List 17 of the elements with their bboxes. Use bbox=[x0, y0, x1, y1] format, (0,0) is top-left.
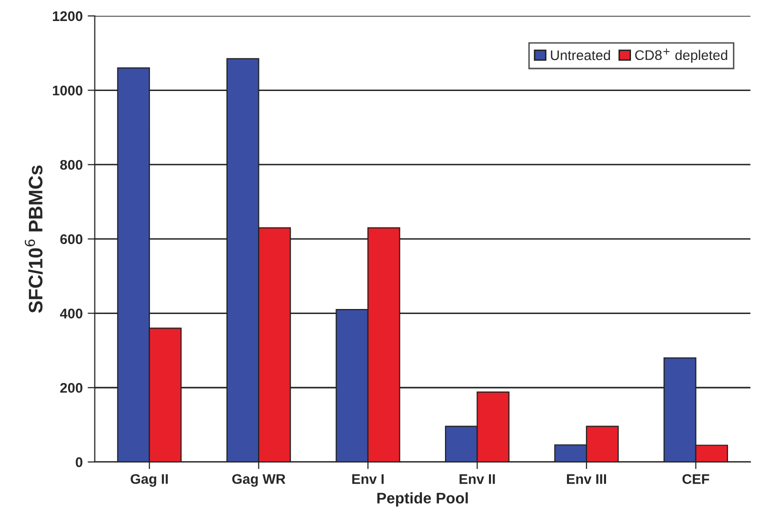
y-tick-label: 1000 bbox=[52, 86, 82, 96]
x-tick-label: Env II bbox=[460, 474, 495, 484]
x-tick-label: Env I bbox=[352, 474, 384, 484]
x-axis-title: Peptide Pool bbox=[377, 492, 468, 507]
x-tick-label: CEF bbox=[682, 474, 710, 484]
legend-label: CD8$^{+}$ depleted bbox=[635, 48, 728, 63]
legend-label: Untreated bbox=[550, 50, 610, 60]
y-tick-label: 600 bbox=[60, 234, 82, 244]
y-tick-label: 0 bbox=[76, 457, 82, 468]
x-tick-label: Gag II bbox=[130, 474, 168, 487]
x-tick-label: Gag WR bbox=[232, 474, 286, 487]
x-tick-label: Env III bbox=[566, 474, 606, 484]
y-axis-title: SFC/10$^{6}$ PBMCs bbox=[24, 165, 43, 313]
y-tick-label: 1200 bbox=[52, 11, 82, 22]
y-tick-label: 400 bbox=[60, 308, 82, 318]
y-tick-label: 200 bbox=[60, 382, 82, 393]
y-tick-label: 800 bbox=[60, 160, 82, 170]
